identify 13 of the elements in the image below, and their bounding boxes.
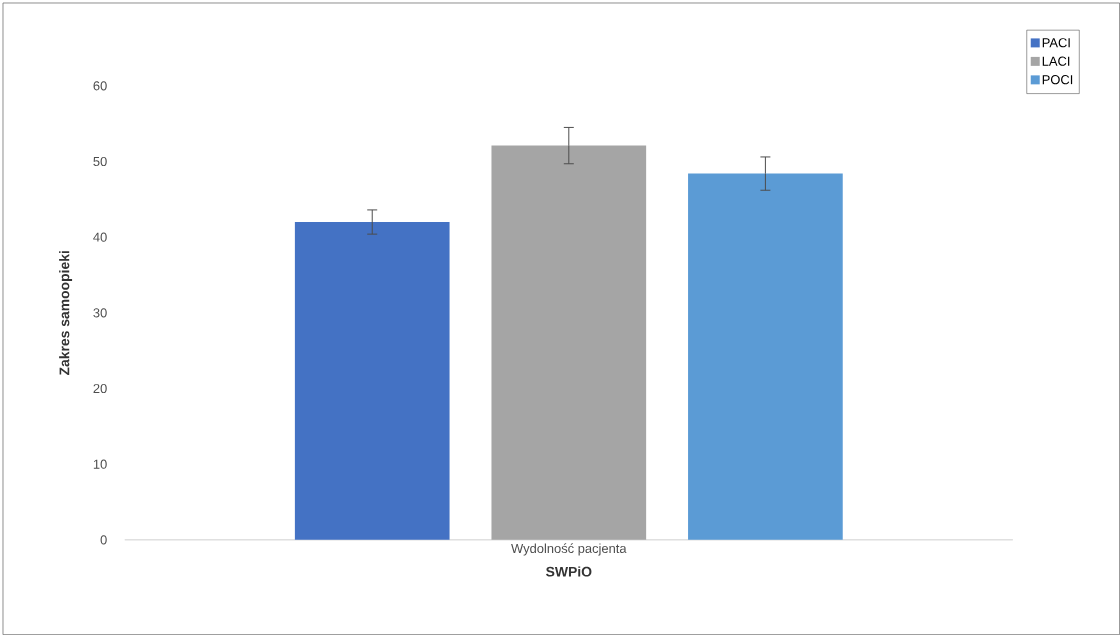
x-tick-label: Wydolność pacjenta (511, 543, 627, 556)
legend-label: PACI (1042, 38, 1070, 48)
y-tick-label: 10 (93, 459, 107, 469)
y-tick-label: 0 (100, 535, 107, 545)
y-tick-label: 60 (93, 81, 107, 91)
y-tick-label: 40 (93, 232, 107, 242)
legend-label: POCI (1042, 75, 1073, 85)
y-tick-label: 30 (93, 308, 107, 318)
x-axis-title: SWPiO (546, 566, 592, 577)
y-axis-title: Zakres samoopieki (59, 251, 73, 376)
legend-label: LACI (1042, 56, 1070, 66)
y-tick-label: 50 (93, 156, 107, 167)
y-tick-label: 20 (93, 383, 107, 394)
